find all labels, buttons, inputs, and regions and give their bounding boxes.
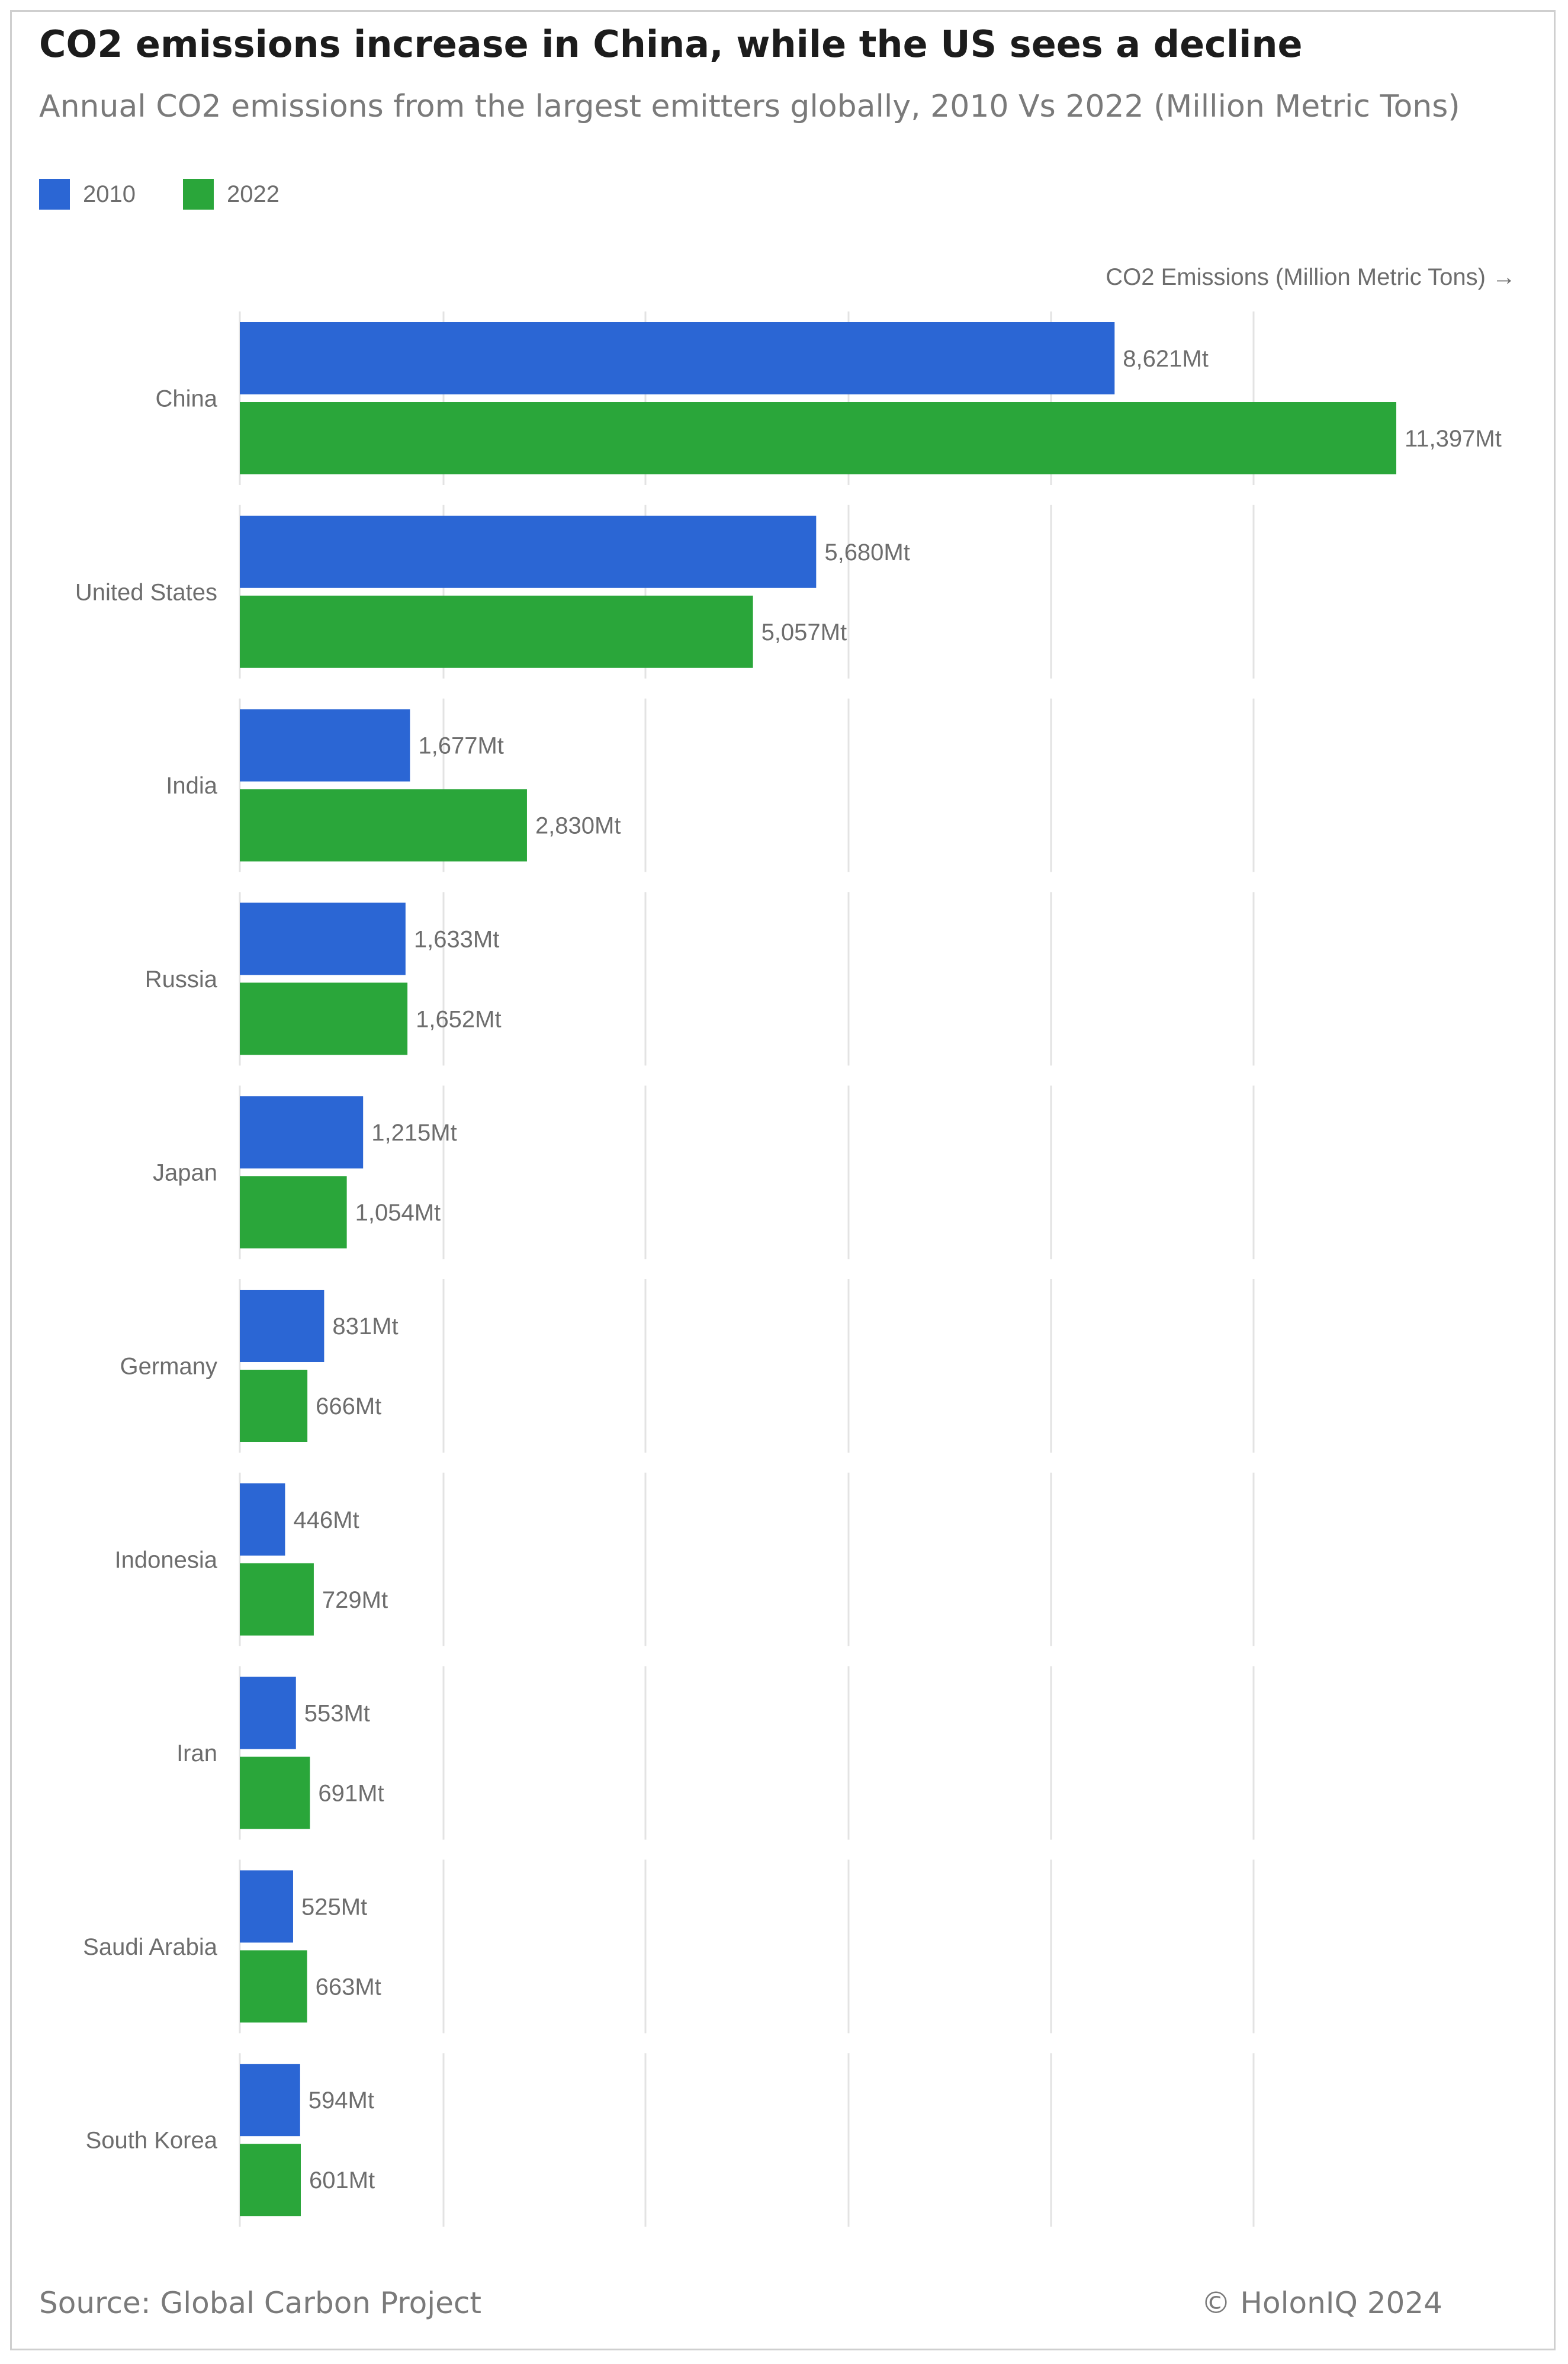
data-label: 666Mt bbox=[316, 1393, 381, 1419]
data-label: 1,633Mt bbox=[414, 926, 500, 952]
data-label: 1,054Mt bbox=[355, 1200, 441, 1226]
bar-2022[interactable] bbox=[240, 595, 753, 668]
data-label: 5,057Mt bbox=[761, 619, 847, 645]
legend-swatch-2010 bbox=[39, 179, 70, 210]
category-label: Indonesia bbox=[115, 1547, 218, 1573]
bar-2010[interactable] bbox=[240, 2064, 300, 2137]
legend-label-2022: 2022 bbox=[226, 181, 279, 207]
x-axis-caption: CO2 Emissions (Million Metric Tons) → bbox=[1106, 264, 1516, 290]
data-label: 1,215Mt bbox=[371, 1120, 457, 1146]
data-label: 2,830Mt bbox=[535, 813, 621, 839]
data-label: 601Mt bbox=[309, 2167, 375, 2193]
bar-2022[interactable] bbox=[240, 1756, 310, 1829]
bar-2010[interactable] bbox=[240, 322, 1115, 394]
data-label: 553Mt bbox=[304, 1701, 370, 1727]
legend-swatch-2022 bbox=[182, 179, 214, 210]
bar-2022[interactable] bbox=[240, 1370, 308, 1442]
bar-2022[interactable] bbox=[240, 982, 408, 1055]
bar-2022[interactable] bbox=[240, 1563, 314, 1636]
category-label: Iran bbox=[176, 1740, 217, 1766]
data-label: 5,680Mt bbox=[824, 539, 910, 566]
category-label: Germany bbox=[120, 1354, 218, 1380]
category-label: Japan bbox=[153, 1160, 217, 1186]
bar-2010[interactable] bbox=[240, 1096, 364, 1169]
data-label: 691Mt bbox=[318, 1781, 384, 1807]
legend: 2010 2022 bbox=[39, 179, 327, 210]
category-label: China bbox=[155, 386, 217, 412]
copyright-note: © HolonIQ 2024 bbox=[1201, 2286, 1443, 2320]
bar-2010[interactable] bbox=[240, 709, 410, 782]
legend-label-2010: 2010 bbox=[83, 181, 136, 207]
data-label: 729Mt bbox=[322, 1587, 388, 1613]
chart-subtitle: Annual CO2 emissions from the largest em… bbox=[39, 89, 1460, 124]
source-note: Source: Global Carbon Project bbox=[39, 2286, 481, 2320]
chart-title: CO2 emissions increase in China, while t… bbox=[39, 23, 1303, 66]
bar-2022[interactable] bbox=[240, 789, 527, 862]
bar-2010[interactable] bbox=[240, 1483, 285, 1556]
data-label: 831Mt bbox=[332, 1313, 398, 1340]
bar-2010[interactable] bbox=[240, 1870, 293, 1943]
data-label: 446Mt bbox=[293, 1507, 359, 1533]
bar-2022[interactable] bbox=[240, 2144, 301, 2217]
bar-2022[interactable] bbox=[240, 1176, 347, 1249]
category-label: South Korea bbox=[86, 2128, 218, 2154]
bar-2022[interactable] bbox=[240, 402, 1396, 474]
bar-2010[interactable] bbox=[240, 1676, 296, 1749]
legend-item-2010[interactable]: 2010 bbox=[39, 179, 136, 210]
chart-frame bbox=[10, 10, 1556, 2350]
bar-2010[interactable] bbox=[240, 1290, 324, 1362]
category-label: India bbox=[166, 773, 217, 799]
category-label: Russia bbox=[145, 966, 218, 993]
data-label: 525Mt bbox=[301, 1894, 367, 1920]
data-label: 8,621Mt bbox=[1123, 346, 1209, 372]
data-label: 663Mt bbox=[316, 1974, 381, 2000]
data-label: 594Mt bbox=[309, 2087, 374, 2114]
bar-2010[interactable] bbox=[240, 515, 817, 588]
bar-2010[interactable] bbox=[240, 902, 406, 975]
data-label: 11,397Mt bbox=[1405, 426, 1502, 452]
data-label: 1,652Mt bbox=[416, 1006, 502, 1032]
bar-2022[interactable] bbox=[240, 1950, 307, 2023]
category-label: United States bbox=[75, 579, 217, 605]
category-label: Saudi Arabia bbox=[83, 1934, 218, 1960]
legend-item-2022[interactable]: 2022 bbox=[182, 179, 279, 210]
data-label: 1,677Mt bbox=[418, 733, 504, 759]
